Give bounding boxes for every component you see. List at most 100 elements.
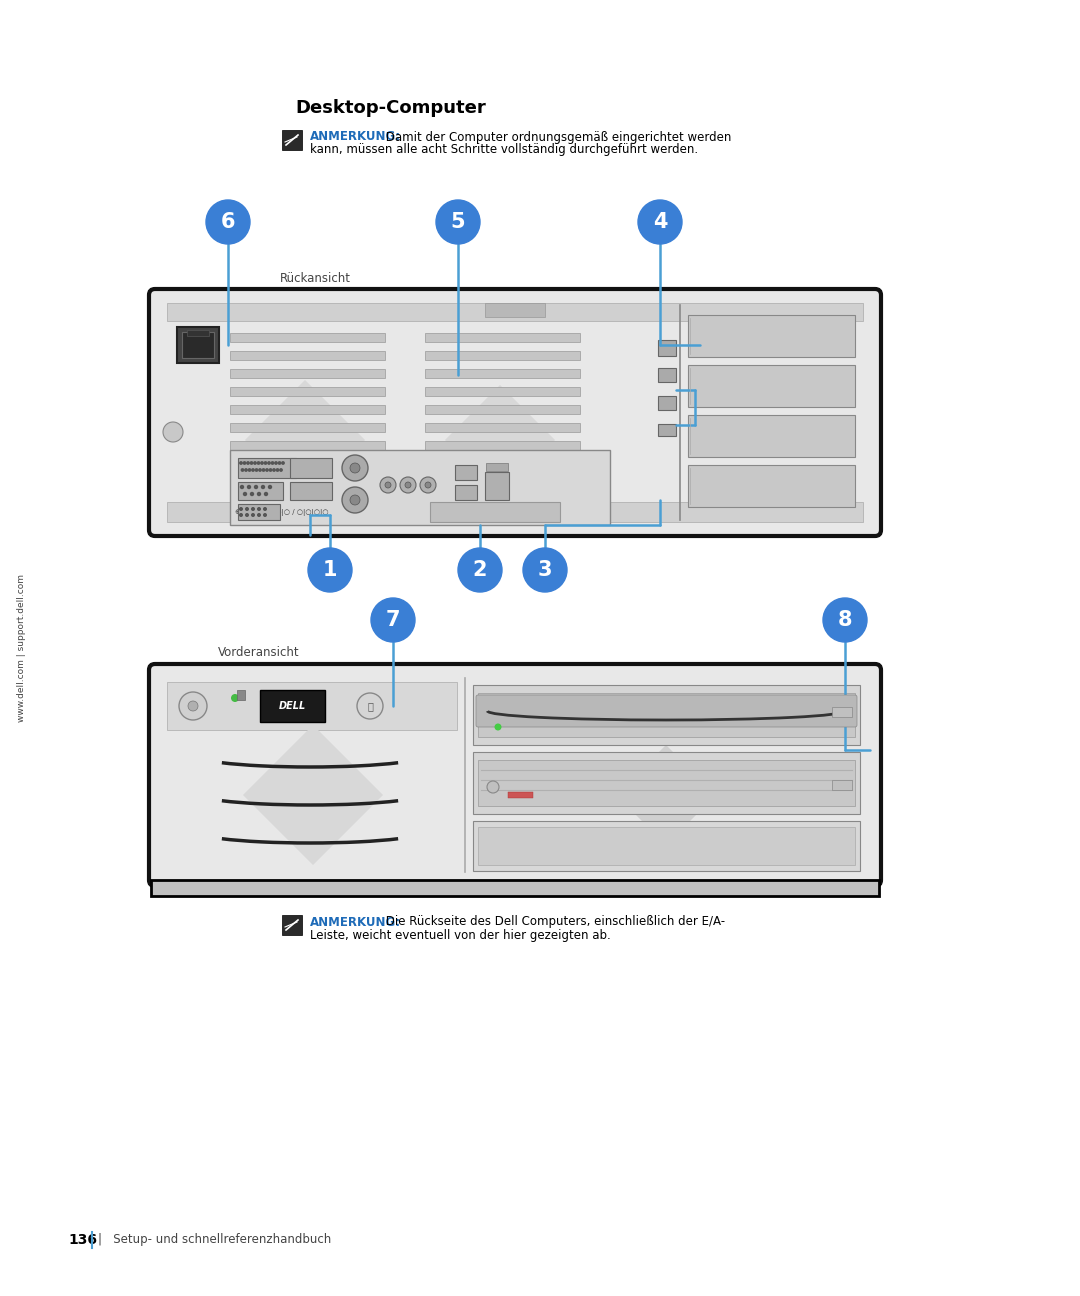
Circle shape — [264, 513, 267, 516]
Circle shape — [257, 492, 260, 495]
Text: 7: 7 — [386, 610, 401, 630]
Circle shape — [638, 200, 681, 244]
Circle shape — [258, 513, 260, 516]
Bar — [430, 502, 561, 522]
Bar — [473, 686, 860, 745]
Circle shape — [247, 486, 251, 489]
Text: Vorderansicht: Vorderansicht — [218, 647, 299, 660]
Text: kann, müssen alle acht Schritte vollständig durchgeführt werden.: kann, müssen alle acht Schritte vollstän… — [310, 144, 698, 157]
Circle shape — [188, 701, 198, 712]
Circle shape — [251, 492, 254, 495]
Bar — [478, 693, 855, 737]
Text: ⊕/○  · ○|○|○|○ / ○|○|○|○: ⊕/○ · ○|○|○|○ / ○|○|○|○ — [235, 508, 328, 516]
Polygon shape — [243, 724, 383, 864]
Circle shape — [266, 469, 268, 472]
Bar — [230, 351, 384, 360]
Circle shape — [274, 461, 278, 464]
Polygon shape — [245, 380, 365, 500]
Circle shape — [420, 477, 436, 492]
Text: Desktop-Computer: Desktop-Computer — [295, 98, 486, 117]
Text: 8: 8 — [838, 610, 852, 630]
Circle shape — [262, 469, 265, 472]
Bar — [478, 759, 855, 806]
Bar — [282, 130, 302, 150]
Circle shape — [357, 693, 383, 719]
Circle shape — [261, 486, 265, 489]
Circle shape — [271, 461, 273, 464]
Text: 3: 3 — [538, 560, 552, 581]
Circle shape — [231, 693, 239, 702]
Circle shape — [248, 469, 251, 472]
Text: 6: 6 — [220, 213, 235, 232]
Bar — [230, 422, 384, 432]
Circle shape — [241, 469, 244, 472]
Text: 4: 4 — [652, 213, 667, 232]
FancyBboxPatch shape — [476, 695, 858, 727]
Circle shape — [279, 461, 281, 464]
Bar — [230, 404, 384, 413]
Circle shape — [400, 477, 416, 492]
Bar — [237, 689, 245, 700]
Bar — [426, 422, 580, 432]
Circle shape — [350, 463, 360, 473]
Circle shape — [342, 455, 368, 481]
Circle shape — [255, 469, 258, 472]
Circle shape — [247, 461, 249, 464]
Circle shape — [405, 482, 411, 489]
Text: 1: 1 — [323, 560, 337, 581]
Bar — [426, 388, 580, 397]
Text: 5: 5 — [450, 213, 465, 232]
Circle shape — [436, 200, 480, 244]
Circle shape — [523, 548, 567, 592]
Text: 2: 2 — [473, 560, 487, 581]
Bar — [478, 827, 855, 864]
Bar — [658, 368, 676, 382]
Circle shape — [245, 469, 247, 472]
Text: ANMERKUNG:: ANMERKUNG: — [310, 131, 401, 144]
Circle shape — [269, 469, 272, 472]
Circle shape — [259, 469, 261, 472]
Circle shape — [269, 486, 271, 489]
Circle shape — [282, 461, 284, 464]
Circle shape — [179, 692, 207, 721]
Circle shape — [252, 469, 254, 472]
Text: ANMERKUNG:: ANMERKUNG: — [310, 915, 401, 928]
Circle shape — [458, 548, 502, 592]
Bar — [167, 303, 863, 321]
Bar — [473, 820, 860, 871]
Circle shape — [308, 548, 352, 592]
Circle shape — [255, 486, 257, 489]
Bar — [688, 415, 855, 457]
Bar — [230, 333, 384, 342]
Bar — [230, 450, 610, 525]
Text: |   Setup- und schnellreferenzhandbuch: | Setup- und schnellreferenzhandbuch — [98, 1234, 332, 1247]
Circle shape — [264, 508, 267, 511]
Circle shape — [384, 482, 391, 489]
Bar — [183, 332, 214, 358]
Bar — [658, 397, 676, 410]
Polygon shape — [445, 385, 555, 495]
Circle shape — [268, 461, 270, 464]
Circle shape — [252, 508, 254, 511]
Circle shape — [276, 469, 279, 472]
FancyBboxPatch shape — [149, 664, 881, 886]
Circle shape — [243, 461, 246, 464]
Bar — [455, 485, 477, 500]
Text: Leiste, weicht eventuell von der hier gezeigten ab.: Leiste, weicht eventuell von der hier ge… — [310, 928, 611, 941]
Bar — [426, 333, 580, 342]
Text: Die Rückseite des Dell Computers, einschließlich der E/A-: Die Rückseite des Dell Computers, einsch… — [382, 915, 725, 928]
Text: Rückansicht: Rückansicht — [280, 271, 351, 285]
Bar — [177, 327, 219, 363]
Bar — [486, 463, 508, 470]
Circle shape — [380, 477, 396, 492]
Bar — [508, 792, 534, 798]
Bar — [238, 482, 283, 500]
Circle shape — [258, 508, 260, 511]
Bar — [426, 404, 580, 413]
Circle shape — [265, 461, 267, 464]
Bar — [473, 752, 860, 814]
Bar — [151, 880, 879, 896]
Circle shape — [246, 508, 248, 511]
Circle shape — [273, 469, 275, 472]
Circle shape — [260, 461, 264, 464]
